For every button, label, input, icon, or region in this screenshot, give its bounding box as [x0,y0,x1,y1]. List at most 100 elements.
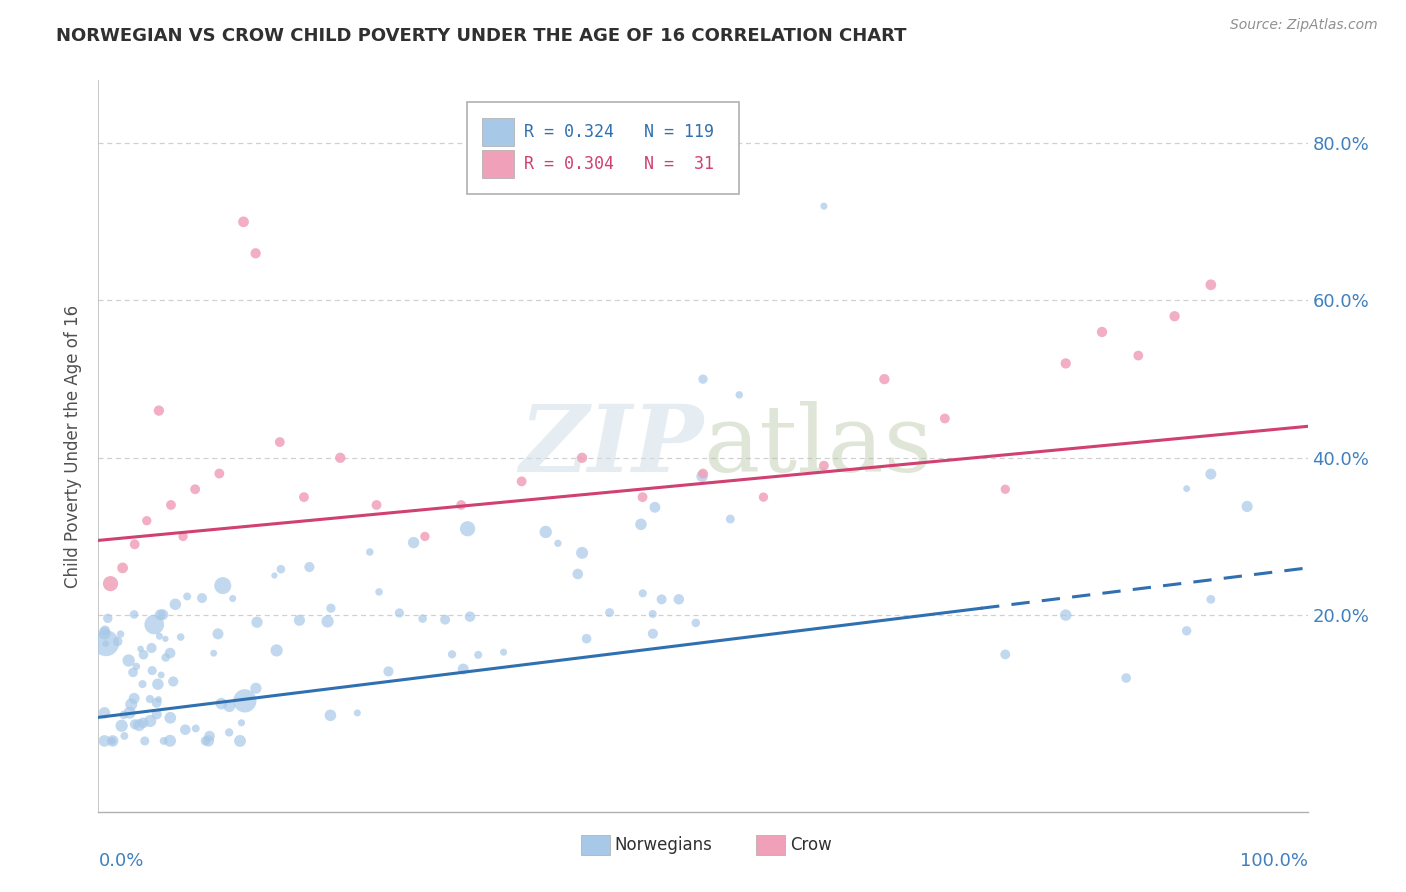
Point [246,615,269,630]
Point [174,723,197,737]
Point [112,707,135,722]
Point [641,607,664,621]
Point [145,707,167,722]
Text: NORWEGIAN VS CROW CHILD POVERTY UNDER THE AGE OF 16 CORRELATION CHART: NORWEGIAN VS CROW CHILD POVERTY UNDER TH… [56,27,907,45]
Point [575,632,598,646]
Point [111,561,134,575]
Point [692,467,714,481]
Point [191,591,214,606]
Point [118,706,141,720]
Point [388,606,411,620]
Point [1199,467,1222,482]
Point [346,706,368,720]
Point [368,585,391,599]
Point [122,607,145,622]
Point [641,626,664,640]
Point [122,665,145,680]
Point [316,615,339,629]
Point [101,734,124,748]
Point [165,597,187,611]
Point [232,215,254,229]
Point [458,609,481,624]
Text: Source: ZipAtlas.com: Source: ZipAtlas.com [1230,18,1378,32]
Point [93,706,115,720]
Point [934,411,956,425]
Point [128,718,150,732]
Point [141,640,163,655]
Point [211,578,233,592]
Point [229,734,252,748]
Point [159,733,181,747]
Point [94,636,117,650]
Point [145,696,167,710]
Point [359,545,381,559]
Point [402,535,425,549]
Point [101,734,124,748]
Point [668,592,690,607]
Point [131,677,153,691]
Point [118,654,141,668]
Point [112,729,135,743]
Point [571,546,593,560]
Point [685,615,707,630]
Point [1115,671,1137,685]
Point [110,627,132,641]
Point [1199,592,1222,607]
Point [813,199,835,213]
FancyBboxPatch shape [482,119,515,146]
Point [218,725,240,739]
Point [152,607,174,622]
Point [107,634,129,648]
Point [125,659,148,673]
Point [159,646,181,660]
Point [141,664,163,678]
Point [160,498,183,512]
Point [690,469,713,483]
Point [718,512,741,526]
Point [1128,349,1150,363]
Point [122,691,145,706]
Point [93,734,115,748]
Point [132,648,155,662]
Point [534,524,557,539]
Point [441,648,464,662]
Point [1175,482,1198,496]
Point [149,607,172,622]
Point [176,590,198,604]
Text: 100.0%: 100.0% [1240,852,1308,870]
Point [631,490,654,504]
Point [111,719,134,733]
FancyBboxPatch shape [581,835,610,855]
Point [139,714,162,728]
Point [752,490,775,504]
Point [412,611,434,625]
Point [1054,356,1077,370]
Point [135,514,157,528]
Point [101,734,124,748]
Point [728,388,751,402]
Point [994,482,1017,496]
Point [631,586,654,600]
Point [451,662,474,676]
Text: ZIP: ZIP [519,401,703,491]
Point [263,568,285,582]
Point [218,699,240,714]
Point [148,692,170,706]
Point [288,613,311,627]
Point [134,734,156,748]
FancyBboxPatch shape [467,103,740,194]
Point [245,246,267,260]
Point [155,632,177,646]
Point [120,698,142,712]
Point [146,677,169,691]
Point [1054,608,1077,623]
Point [208,467,231,481]
Point [162,674,184,689]
Point [599,606,621,620]
Point [571,450,593,465]
Point [1236,500,1258,514]
Point [184,482,207,496]
Point [298,560,321,574]
Point [172,529,194,543]
Point [467,648,489,662]
